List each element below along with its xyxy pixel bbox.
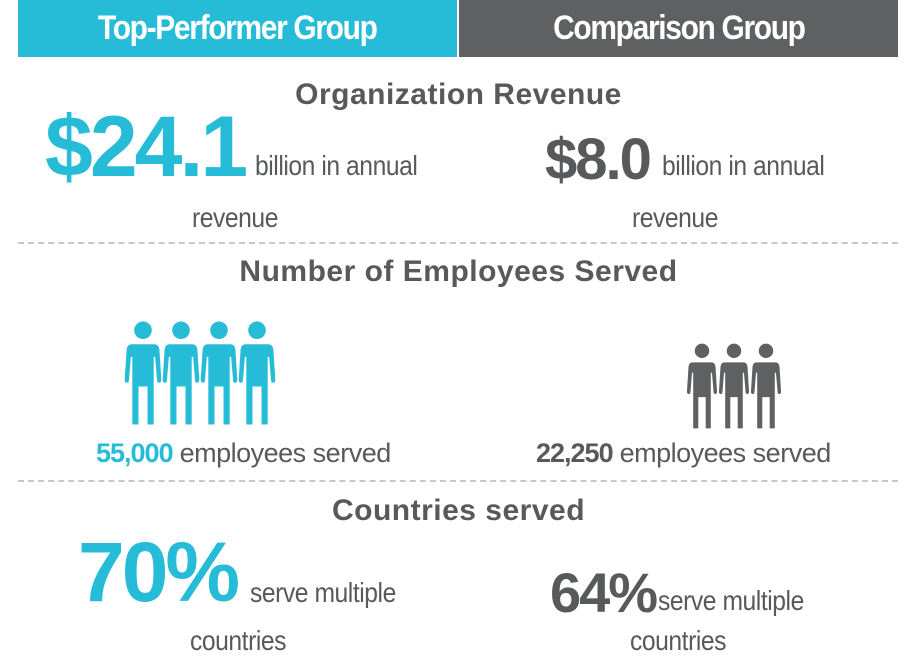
people-group-icon [686, 343, 782, 429]
top-performer-group-header: Top-Performer Group [18, 0, 457, 57]
comparison-employees-value: 22,250 [536, 438, 614, 468]
comparison-countries-text: serve multiple [658, 585, 804, 616]
divider [18, 480, 898, 482]
top-revenue-text: billion in annual [255, 150, 418, 181]
comparison-revenue-text: billion in annual [662, 150, 825, 181]
comparison-revenue-value: $8.0 [545, 127, 652, 192]
top-employees: 55,000 employees served [96, 438, 391, 469]
divider [18, 242, 898, 244]
comparison-employees: 22,250 employees served [536, 438, 831, 469]
comparison-revenue-text-2: revenue [632, 202, 718, 233]
top-countries-value: 70% [78, 525, 240, 619]
top-employees-label: employees served [179, 438, 392, 468]
comparison-group-header: Comparison Group [459, 0, 898, 57]
top-countries-text: serve multiple [250, 577, 396, 608]
people-group-icon [124, 320, 276, 426]
top-revenue-text-2: revenue [192, 202, 278, 233]
comparison-employees-label: employees served [619, 438, 832, 468]
comparison-countries-value: 64% [550, 561, 658, 624]
revenue-section-title: Organization Revenue [295, 78, 622, 111]
employees-section-title: Number of Employees Served [239, 255, 678, 288]
top-performer-label: Top-Performer Group [98, 9, 378, 47]
countries-section-title: Countries served [331, 494, 586, 527]
top-countries-text-2: countries [190, 625, 287, 656]
top-revenue-value: $24.1 [45, 99, 248, 195]
comparison-countries-text-2: countries [630, 625, 727, 656]
comparison-label: Comparison Group [552, 9, 806, 47]
top-employees-value: 55,000 [96, 438, 174, 468]
